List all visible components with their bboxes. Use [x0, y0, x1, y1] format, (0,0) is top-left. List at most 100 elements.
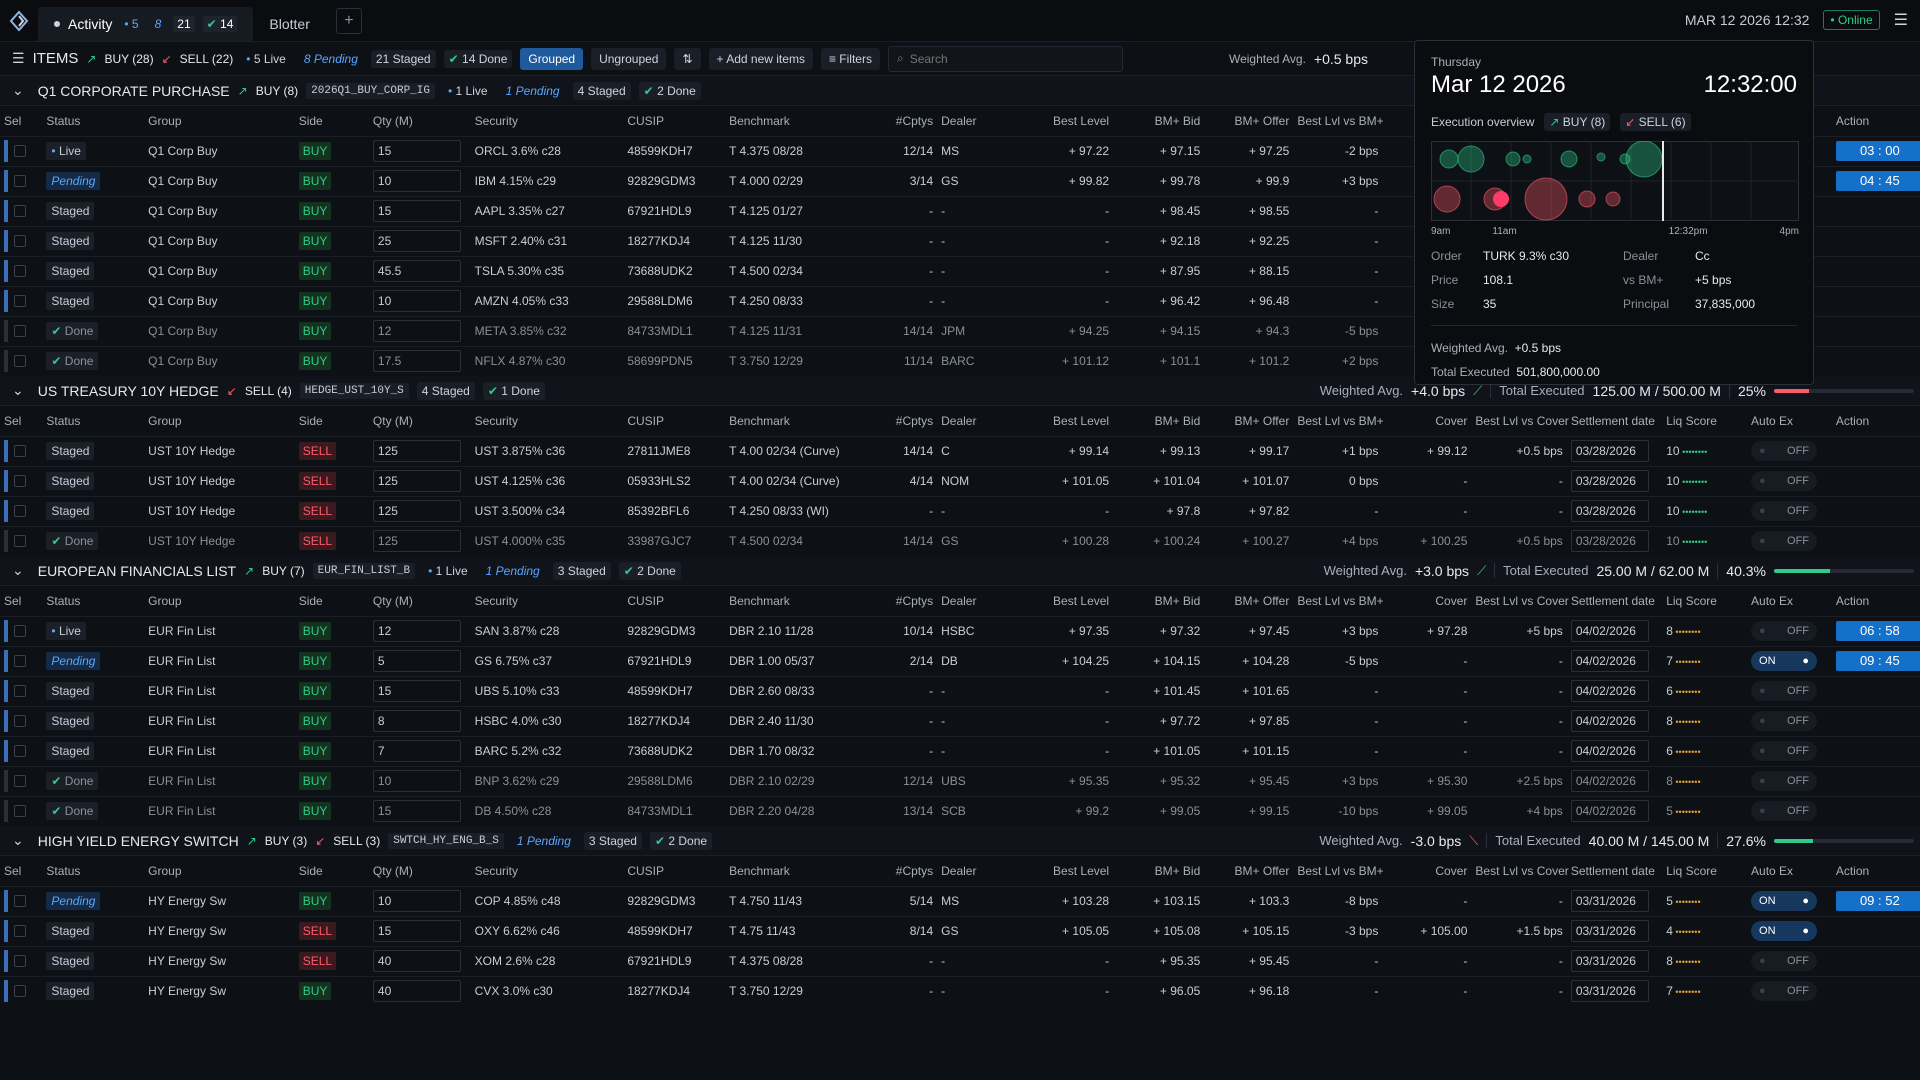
- table-row[interactable]: Staged HY Energy Sw SELL 40 XOM 2.6% c28 6792…: [0, 945, 1920, 976]
- qty-input[interactable]: 7: [372, 740, 461, 762]
- column-header-offer[interactable]: BM+ Offer: [1234, 413, 1290, 428]
- column-header-settle[interactable]: Settlement date: [1570, 413, 1655, 428]
- table-row[interactable]: Staged UST 10Y Hedge SELL 125 UST 3.875% c36…: [0, 435, 1920, 466]
- column-header-security[interactable]: Security: [474, 113, 519, 128]
- settlement-date-input[interactable]: 03/28/2026: [1570, 530, 1649, 553]
- filters-button[interactable]: ≡ Filters: [820, 47, 880, 70]
- column-header-group[interactable]: Group: [148, 863, 182, 878]
- row-checkbox[interactable]: [14, 445, 26, 457]
- column-header-bestvs[interactable]: Best Lvl vs BM+: [1297, 593, 1384, 608]
- column-header-cusip[interactable]: CUSIP: [627, 113, 665, 128]
- table-row[interactable]: ✔ Done UST 10Y Hedge SELL 125 UST 4.000% c35…: [0, 525, 1920, 556]
- chevron-down-icon[interactable]: ⌄: [12, 832, 24, 848]
- column-header-bench[interactable]: Benchmark: [729, 113, 790, 128]
- column-header-qty[interactable]: Qty (M): [372, 413, 413, 428]
- chevron-down-icon[interactable]: ⌄: [12, 382, 24, 398]
- table-row[interactable]: Staged EUR Fin List BUY 7 BARC 5.2% c32 73688…: [0, 735, 1920, 766]
- column-header-bench[interactable]: Benchmark: [729, 863, 790, 878]
- column-header-bestvs[interactable]: Best Lvl vs BM+: [1297, 863, 1384, 878]
- column-header-group[interactable]: Group: [148, 113, 182, 128]
- qty-input[interactable]: 125: [372, 500, 461, 522]
- ungrouped-button[interactable]: Ungrouped: [591, 47, 667, 70]
- sort-icon[interactable]: ⇅: [674, 47, 701, 70]
- column-header-action[interactable]: Action: [1835, 593, 1870, 608]
- countdown-timer-button[interactable]: 06 : 58: [1835, 621, 1920, 641]
- qty-input[interactable]: 15: [372, 140, 461, 162]
- settlement-date-input[interactable]: 03/28/2026: [1570, 500, 1649, 522]
- qty-input[interactable]: 15: [372, 920, 461, 942]
- column-header-offer[interactable]: BM+ Offer: [1234, 863, 1290, 878]
- column-header-security[interactable]: Security: [474, 593, 519, 608]
- table-row[interactable]: • Live EUR Fin List BUY 12 SAN 3.87% c28 9282…: [0, 615, 1920, 646]
- column-header-bestcov[interactable]: Best Lvl vs Cover: [1475, 413, 1569, 428]
- row-checkbox[interactable]: [14, 325, 26, 337]
- column-header-cover[interactable]: Cover: [1435, 413, 1468, 428]
- column-header-sel[interactable]: Sel: [4, 413, 22, 428]
- sidebar-toggle-icon[interactable]: ☰: [12, 50, 25, 66]
- column-header-bench[interactable]: Benchmark: [729, 593, 790, 608]
- qty-input[interactable]: 10: [372, 170, 461, 192]
- column-header-side[interactable]: Side: [298, 863, 323, 878]
- column-header-side[interactable]: Side: [298, 113, 323, 128]
- settlement-date-input[interactable]: 04/02/2026: [1570, 710, 1649, 732]
- column-header-dealer[interactable]: Dealer: [941, 863, 977, 878]
- countdown-timer-button[interactable]: 04 : 45: [1835, 171, 1920, 191]
- table-row[interactable]: Pending HY Energy Sw BUY 10 COP 4.85% c48 928…: [0, 885, 1920, 916]
- column-header-cptys[interactable]: #Cptys: [895, 863, 934, 878]
- settlement-date-input[interactable]: 04/02/2026: [1570, 770, 1649, 792]
- column-header-autoex[interactable]: Auto Ex: [1751, 863, 1794, 878]
- column-header-qty[interactable]: Qty (M): [372, 113, 413, 128]
- qty-input[interactable]: 125: [372, 470, 461, 492]
- settlement-date-input[interactable]: 03/31/2026: [1570, 920, 1649, 942]
- qty-input[interactable]: 25: [372, 230, 461, 252]
- column-header-dealer[interactable]: Dealer: [941, 593, 977, 608]
- settlement-date-input[interactable]: 03/28/2026: [1570, 440, 1649, 462]
- qty-input[interactable]: 125: [372, 440, 461, 462]
- buy-count[interactable]: BUY (28): [104, 51, 154, 66]
- row-checkbox[interactable]: [14, 295, 26, 307]
- column-header-sel[interactable]: Sel: [4, 863, 22, 878]
- qty-input[interactable]: 10: [372, 770, 461, 792]
- row-checkbox[interactable]: [14, 805, 26, 818]
- column-header-offer[interactable]: BM+ Offer: [1234, 113, 1290, 128]
- column-header-side[interactable]: Side: [298, 593, 323, 608]
- row-checkbox[interactable]: [14, 475, 26, 487]
- column-header-bench[interactable]: Benchmark: [729, 413, 790, 428]
- qty-input[interactable]: 40: [372, 950, 461, 972]
- qty-input[interactable]: 17.5: [372, 350, 461, 373]
- column-header-bestvs[interactable]: Best Lvl vs BM+: [1297, 413, 1384, 428]
- add-items-button[interactable]: + Add new items: [708, 47, 813, 70]
- row-checkbox[interactable]: [14, 745, 26, 757]
- auto-ex-toggle[interactable]: ON ●: [1751, 891, 1818, 911]
- settlement-date-input[interactable]: 03/31/2026: [1570, 950, 1649, 972]
- qty-input[interactable]: 12: [372, 620, 461, 642]
- add-tab-button[interactable]: +: [335, 7, 362, 34]
- column-header-best[interactable]: Best Level: [1053, 113, 1110, 128]
- auto-ex-toggle[interactable]: ● OFF: [1751, 741, 1818, 761]
- table-row[interactable]: Staged EUR Fin List BUY 15 UBS 5.10% c33 4859…: [0, 675, 1920, 706]
- app-logo-icon[interactable]: [0, 0, 38, 42]
- column-header-cover[interactable]: Cover: [1435, 863, 1468, 878]
- row-checkbox[interactable]: [14, 355, 26, 368]
- column-header-autoex[interactable]: Auto Ex: [1751, 593, 1794, 608]
- row-checkbox[interactable]: [14, 205, 26, 217]
- column-header-cusip[interactable]: CUSIP: [627, 413, 665, 428]
- auto-ex-toggle[interactable]: ● OFF: [1751, 681, 1818, 701]
- column-header-action[interactable]: Action: [1835, 113, 1870, 128]
- qty-input[interactable]: 5: [372, 650, 461, 672]
- auto-ex-toggle[interactable]: ● OFF: [1751, 981, 1818, 1002]
- search-box[interactable]: ⌕: [887, 45, 1123, 72]
- column-header-status[interactable]: Status: [46, 593, 81, 608]
- row-checkbox[interactable]: [14, 685, 26, 697]
- countdown-timer-button[interactable]: 03 : 00: [1835, 141, 1920, 161]
- row-checkbox[interactable]: [14, 505, 26, 517]
- column-header-bestvs[interactable]: Best Lvl vs BM+: [1297, 113, 1384, 128]
- column-header-settle[interactable]: Settlement date: [1570, 863, 1655, 878]
- column-header-settle[interactable]: Settlement date: [1570, 593, 1655, 608]
- column-header-sel[interactable]: Sel: [4, 593, 22, 608]
- column-header-best[interactable]: Best Level: [1053, 593, 1110, 608]
- auto-ex-toggle[interactable]: ● OFF: [1751, 621, 1818, 641]
- table-row[interactable]: Staged UST 10Y Hedge SELL 125 UST 3.500% c34…: [0, 495, 1920, 526]
- table-row[interactable]: ✔ Done EUR Fin List BUY 10 BNP 3.62% c29 2958…: [0, 765, 1920, 796]
- column-header-liq[interactable]: Liq Score: [1666, 863, 1717, 878]
